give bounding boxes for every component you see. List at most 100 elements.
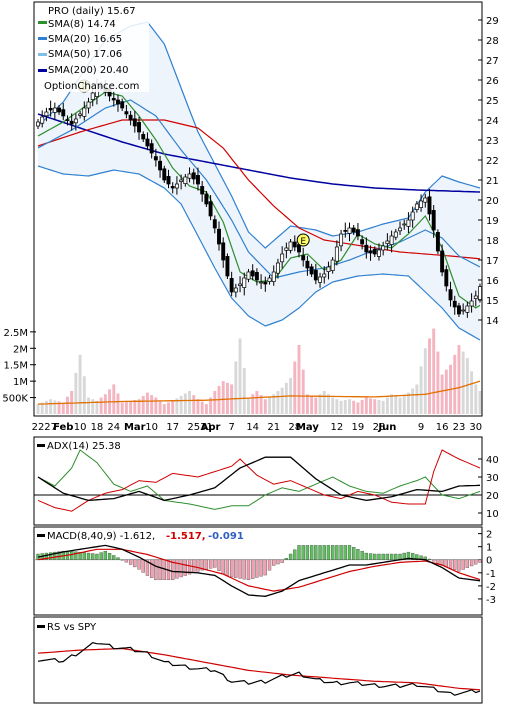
macd-histogram-bar	[242, 559, 246, 580]
candle-body	[208, 201, 213, 217]
sma20-line	[37, 99, 481, 279]
x-tick-label: 10	[145, 422, 158, 433]
candle-body	[473, 295, 478, 299]
candle-body	[221, 242, 226, 261]
candle-body	[322, 273, 327, 278]
candle-body	[313, 270, 318, 281]
candle-body	[275, 262, 280, 274]
volume-bar	[263, 399, 267, 414]
sma50-line	[37, 119, 481, 260]
candle-body	[414, 203, 419, 210]
volume-bar	[145, 392, 149, 414]
x-tick-label: 28	[373, 422, 386, 433]
candle-body	[360, 239, 365, 245]
candle-body	[372, 249, 377, 255]
volume-ma-line	[37, 380, 481, 405]
macd-histogram-bar	[352, 547, 356, 560]
macd-histogram-bar	[436, 559, 440, 564]
volume-bar	[247, 397, 250, 414]
minus-di-line	[37, 449, 481, 512]
sma20-swatch	[38, 37, 47, 40]
macd-histogram-bar	[158, 559, 162, 581]
macd-histogram-bar	[183, 559, 187, 576]
macd-histogram-bar	[427, 558, 432, 560]
macd-hist-value: -0.091	[208, 531, 244, 542]
price-tick-label: 14	[486, 316, 499, 327]
macd-histogram-bar	[469, 559, 474, 567]
volume-bar	[183, 393, 187, 414]
candle-body	[196, 175, 200, 185]
x-tick-label: 30	[469, 422, 482, 433]
volume-bar	[360, 400, 364, 414]
candle-body	[259, 281, 264, 284]
x-tick-label: 24	[107, 422, 120, 433]
volume-bar	[377, 400, 381, 414]
volume-bar	[175, 398, 179, 414]
macd-histogram-bar	[280, 559, 284, 563]
candle-body	[343, 230, 348, 232]
volume-bar	[213, 391, 217, 414]
volume-bar	[209, 397, 213, 414]
candle-body	[381, 245, 386, 251]
candle-body	[301, 255, 306, 261]
rs-panel-frame	[33, 616, 483, 704]
sma200-swatch	[38, 69, 47, 72]
candle-body	[280, 253, 285, 263]
candle-body	[238, 283, 243, 286]
volume-bar	[301, 369, 305, 414]
volume-bar	[87, 397, 90, 414]
x-tick-label: May	[296, 422, 319, 433]
macd-tick-label: -2	[486, 582, 496, 593]
candle-body	[132, 118, 137, 127]
macd-histogram-bar	[128, 559, 133, 565]
volume-bar	[141, 395, 145, 414]
macd-histogram-bar	[154, 559, 158, 581]
candle-body	[65, 119, 70, 121]
macd-histogram-bar	[267, 559, 272, 571]
volume-bar	[112, 384, 116, 414]
volume-bar	[200, 401, 204, 414]
candle-body	[402, 223, 407, 226]
candle-body	[217, 228, 221, 245]
volume-bar	[66, 396, 69, 414]
candle-body	[128, 114, 133, 121]
volume-bar	[369, 398, 373, 414]
x-tick-label: 21	[267, 422, 280, 433]
volume-bar	[284, 382, 288, 414]
x-tick-label: 23	[453, 422, 466, 433]
volume-bar	[398, 397, 402, 414]
macd-histogram-bar	[82, 552, 86, 560]
volume-bar	[272, 394, 276, 414]
x-tick-label: 27	[44, 422, 57, 433]
candle-body	[250, 270, 255, 277]
candle-body	[48, 108, 53, 111]
sma50-label: SMA(50) 17.06	[48, 49, 122, 60]
price-tick-label: 25	[486, 96, 499, 107]
macd-histogram-bar	[385, 553, 390, 560]
candle-body	[44, 111, 49, 117]
bollinger-lower-line	[37, 165, 481, 341]
volume-bar	[280, 387, 284, 414]
candle-body	[69, 120, 74, 125]
candle-body	[233, 287, 238, 293]
x-tick-label: 16	[436, 422, 449, 433]
candle-body	[309, 266, 314, 275]
volume-bar	[255, 391, 259, 414]
adx-legend: ADX(14) 25.38	[37, 441, 121, 452]
volume-bar	[474, 384, 478, 414]
candle-body	[86, 101, 91, 109]
candle-body	[435, 232, 440, 252]
macd-histogram-bar	[339, 545, 343, 560]
rs-line	[37, 642, 481, 696]
adx-panel: 40 30 20 10	[33, 436, 499, 526]
macd-histogram-bar	[448, 559, 453, 569]
macd-histogram-bar	[78, 551, 82, 560]
volume-bar	[339, 400, 343, 414]
macd-histogram-bar	[171, 559, 175, 581]
volume-bar	[419, 366, 423, 414]
candle-body	[78, 113, 83, 116]
volume-bar	[188, 391, 192, 414]
macd-histogram-bar	[406, 551, 411, 560]
volume-bar	[103, 394, 107, 414]
